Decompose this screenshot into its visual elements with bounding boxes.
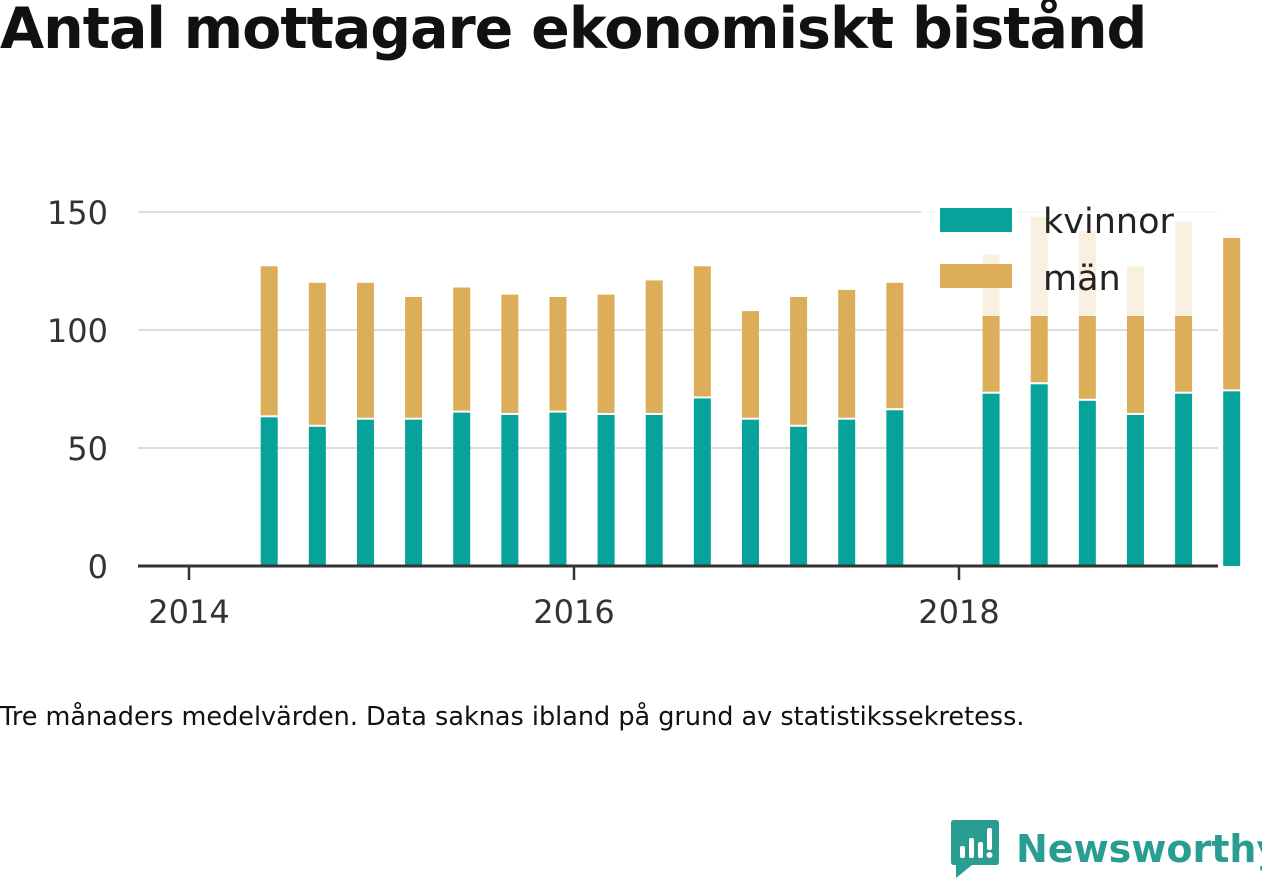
- bar-man: [260, 266, 278, 416]
- bar-kvinnor: [549, 412, 567, 566]
- legend-label-man: män: [1043, 259, 1121, 299]
- bar-kvinnor: [1223, 391, 1241, 566]
- bar-kvinnor: [260, 417, 278, 566]
- newsworthy-logo-icon: [951, 820, 999, 878]
- bar-kvinnor: [308, 426, 326, 566]
- bar-kvinnor: [453, 412, 471, 566]
- bar-man: [741, 311, 759, 418]
- bar-kvinnor: [597, 414, 615, 566]
- bar-kvinnor: [1030, 384, 1048, 566]
- bar-man: [838, 289, 856, 418]
- bar-kvinnor: [838, 419, 856, 566]
- bar-kvinnor: [886, 410, 904, 566]
- bar-man: [597, 294, 615, 413]
- bar-kvinnor: [1126, 414, 1144, 566]
- axes: 050100150201420162018202020222024: [47, 194, 1218, 631]
- y-tick-label: 0: [88, 548, 108, 586]
- y-tick-label: 50: [67, 430, 108, 468]
- bar-kvinnor: [356, 419, 374, 566]
- bar-man: [645, 280, 663, 413]
- chart-title: Antal mottagare ekonomiskt bistånd: [0, 0, 1147, 62]
- legend-swatch-kvinnor: [940, 208, 1012, 232]
- x-tick-label: 2014: [148, 593, 229, 631]
- bar-man: [356, 282, 374, 418]
- bar-kvinnor: [982, 393, 1000, 566]
- bar-kvinnor: [790, 426, 808, 566]
- bar-kvinnor: [1175, 393, 1193, 566]
- bar-kvinnor: [1078, 400, 1096, 566]
- bar-man: [790, 296, 808, 425]
- x-tick-label: 2016: [533, 593, 614, 631]
- bar-man: [405, 296, 423, 418]
- bar-kvinnor: [405, 419, 423, 566]
- brand: Newsworthy: [950, 818, 1262, 880]
- bar-man: [501, 294, 519, 413]
- legend-label-kvinnor: kvinnor: [1043, 202, 1174, 242]
- bar-kvinnor: [645, 414, 663, 566]
- legend-swatch-man: [940, 264, 1012, 288]
- brand-name: Newsworthy: [1016, 827, 1262, 871]
- bar-kvinnor: [693, 398, 711, 566]
- bar-man: [549, 296, 567, 411]
- bar-man: [1223, 237, 1241, 390]
- stacked-bar-chart: 050100150201420162018202020222024 kvinno…: [47, 194, 1241, 631]
- y-tick-label: 150: [47, 194, 108, 232]
- bar-kvinnor: [741, 419, 759, 566]
- x-tick-label: 2018: [918, 593, 999, 631]
- bar-kvinnor: [501, 414, 519, 566]
- bar-man: [453, 287, 471, 411]
- bars: [260, 216, 1241, 566]
- legend: kvinnor män: [921, 198, 1221, 316]
- bar-man: [693, 266, 711, 397]
- y-tick-label: 100: [47, 312, 108, 350]
- bar-man: [308, 282, 326, 425]
- chart-caption: Tre månaders medelvärden. Data saknas ib…: [0, 702, 1025, 732]
- bar-man: [886, 282, 904, 409]
